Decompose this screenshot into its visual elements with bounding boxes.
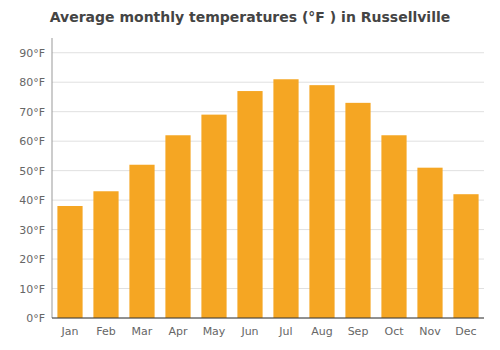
- x-tick-label: Jun: [240, 325, 258, 338]
- x-tick-label: Jul: [278, 325, 292, 338]
- grid: [52, 53, 484, 318]
- chart-container: 0°F 10°F 20°F 30°F 40°F 50°F 60°F 70°F 80°F 90°F J…: [0, 0, 500, 350]
- y-tick-label: 10°F: [19, 283, 45, 296]
- bar: [57, 206, 82, 318]
- grid-line: [52, 141, 484, 142]
- y-tick-label: 40°F: [19, 194, 45, 207]
- y-tick-label: 90°F: [19, 47, 45, 60]
- bar: [237, 91, 262, 318]
- bar: [129, 165, 154, 318]
- bars: [57, 79, 478, 318]
- x-tick-label: Mar: [132, 325, 153, 338]
- chart-title: Average monthly temperatures (°F ) in Ru…: [50, 9, 451, 25]
- x-tick-label: May: [203, 325, 226, 338]
- grid-line: [52, 52, 484, 53]
- y-tick-label: 80°F: [19, 76, 45, 89]
- x-tick-label: Jan: [61, 325, 79, 338]
- x-axis-line: [52, 318, 484, 319]
- bar: [165, 135, 190, 318]
- x-tick-label: Aug: [311, 325, 332, 338]
- x-tick-label: Dec: [455, 325, 476, 338]
- x-tick-label: Oct: [384, 325, 404, 338]
- x-axis: Jan Feb Mar Apr May Jun Jul Aug Sep Oct Nov Dec: [61, 325, 477, 338]
- y-tick-label: 70°F: [19, 106, 45, 119]
- x-tick-label: Feb: [96, 325, 115, 338]
- x-tick-label: Nov: [419, 325, 441, 338]
- x-tick-label: Sep: [348, 325, 369, 338]
- grid-line: [52, 318, 484, 319]
- y-axis-line: [52, 38, 53, 318]
- x-tick-label: Apr: [168, 325, 188, 338]
- grid-line: [52, 111, 484, 112]
- bar: [345, 103, 370, 318]
- bar: [201, 115, 226, 318]
- y-tick-label: 50°F: [19, 165, 45, 178]
- y-axis: 0°F 10°F 20°F 30°F 40°F 50°F 60°F 70°F 80°F 90°F: [19, 47, 45, 325]
- bar: [93, 191, 118, 318]
- bar: [417, 168, 442, 318]
- y-tick-label: 30°F: [19, 224, 45, 237]
- bar: [381, 135, 406, 318]
- grid-line: [52, 82, 484, 83]
- y-tick-label: 20°F: [19, 253, 45, 266]
- bar: [273, 79, 298, 318]
- y-tick-label: 60°F: [19, 135, 45, 148]
- bar: [453, 194, 478, 318]
- chart-svg: 0°F 10°F 20°F 30°F 40°F 50°F 60°F 70°F 80°F 90°F J…: [0, 0, 500, 350]
- bar: [309, 85, 334, 318]
- y-tick-label: 0°F: [26, 312, 45, 325]
